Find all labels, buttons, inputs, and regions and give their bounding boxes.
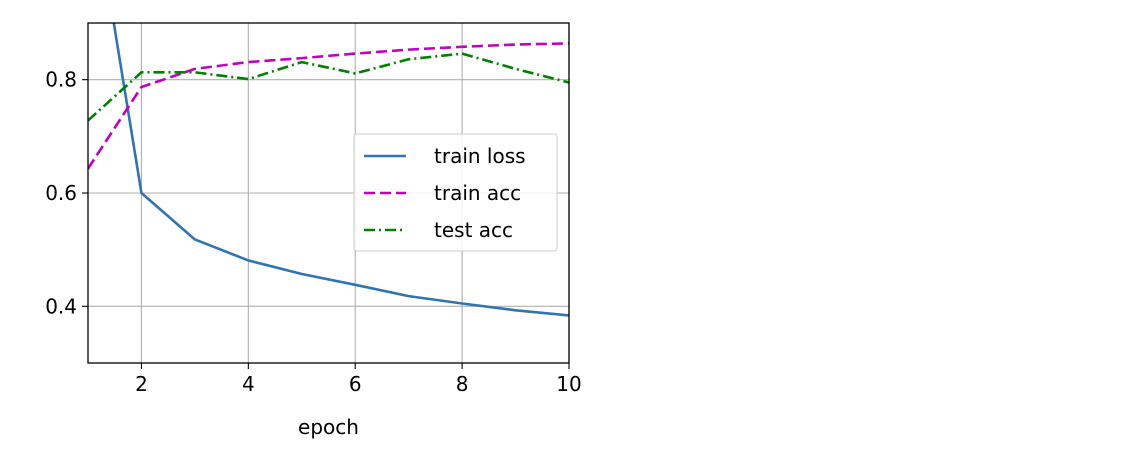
series-line-train-loss (112, 23, 569, 317)
series-line-train-acc (88, 42, 569, 170)
legend-box (353, 133, 558, 252)
x-tick-label: 6 (349, 372, 362, 396)
series-lines (88, 23, 569, 317)
x-tick-label: 8 (456, 372, 469, 396)
series-line-test-acc (88, 52, 569, 122)
x-tick-label: 2 (135, 372, 148, 396)
legend: train loss train acc test acc (353, 133, 558, 252)
axis-ticks: 2 4 6 8 10 0.4 0.6 0.8 (45, 68, 582, 396)
y-tick-label: 0.8 (45, 68, 77, 92)
legend-label-train-loss: train loss (434, 144, 526, 168)
x-tick-label: 4 (242, 372, 255, 396)
x-tick-label: 10 (556, 372, 581, 396)
y-tick-label: 0.6 (45, 181, 77, 205)
legend-label-train-acc: train acc (434, 181, 521, 205)
y-tick-label: 0.4 (45, 294, 77, 318)
x-axis-label: epoch (298, 415, 359, 439)
legend-label-test-acc: test acc (434, 218, 513, 242)
